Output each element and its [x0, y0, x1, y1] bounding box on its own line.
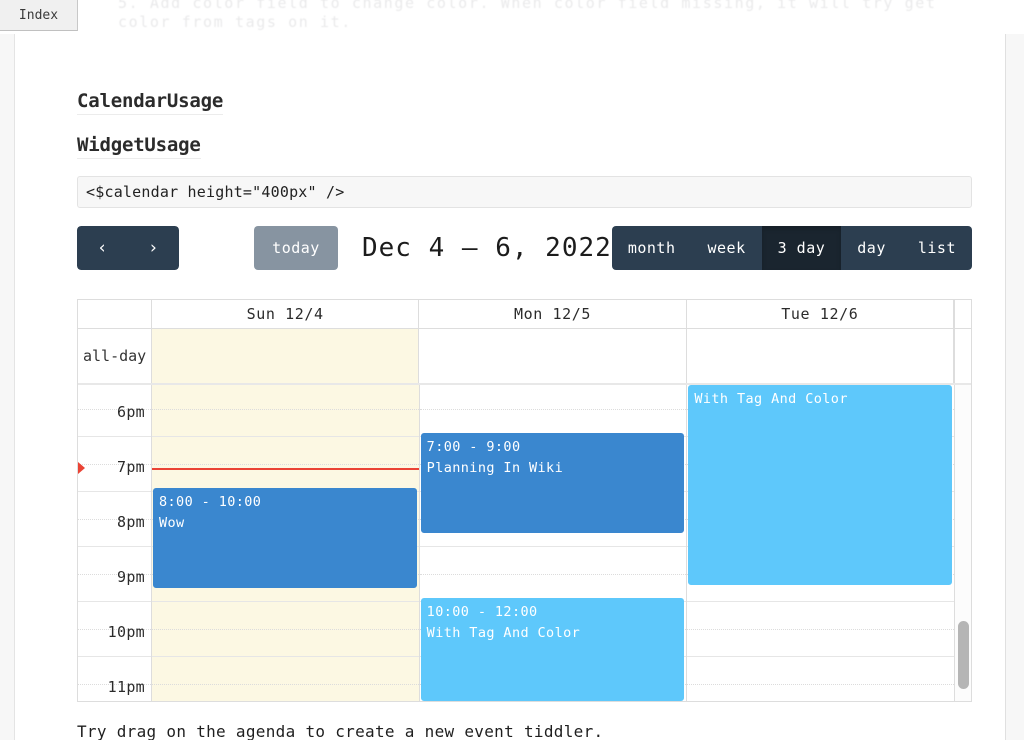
half-hour-line — [687, 628, 955, 630]
half-hour-line — [419, 573, 687, 575]
all-day-cell-0[interactable] — [152, 329, 420, 383]
hour-line — [419, 546, 687, 547]
index-tab[interactable]: Index — [0, 0, 78, 31]
nav-button-group: ‹ › — [77, 226, 179, 270]
time-axis: 6pm 7pm 8pm 9pm 10pm 11pm — [78, 385, 152, 701]
hour-line — [687, 656, 955, 657]
hour-line — [152, 656, 419, 657]
time-grid: 6pm 7pm 8pm 9pm 10pm 11pm 8:00 - 10:00 Wow 7:00… — [78, 385, 971, 701]
half-hour-line — [152, 683, 419, 685]
calendar-event[interactable]: With Tag And Color — [688, 385, 953, 585]
all-day-cell-1[interactable] — [419, 329, 687, 383]
hour-line — [687, 601, 955, 602]
calendar-range-title: Dec 4 – 6, 2022 — [362, 233, 612, 263]
all-day-scroll-pad — [953, 329, 971, 383]
faded-text-line-1: 5. Add color field to change color. When… — [118, 0, 937, 12]
axis-hour-line-1 — [78, 436, 151, 437]
event-title: With Tag And Color — [426, 625, 581, 641]
calendar-grid: Sun 12/4 Mon 12/5 Tue 12/6 all-day 6pm 7pm 8… — [77, 299, 972, 702]
hour-line — [152, 601, 419, 602]
time-label-11pm: 11pm — [107, 677, 145, 696]
prev-button[interactable]: ‹ — [77, 226, 128, 270]
now-indicator-arrow — [78, 462, 85, 474]
event-title: Planning In Wiki — [426, 460, 564, 476]
half-hour-line — [152, 408, 419, 410]
calendar-event[interactable]: 8:00 - 10:00 Wow — [153, 488, 417, 588]
event-time: 7:00 - 9:00 — [426, 439, 521, 455]
half-hour-line — [152, 628, 419, 630]
time-grid-scrollbar[interactable] — [954, 385, 971, 701]
footer-note: Try drag on the agenda to create a new e… — [77, 722, 604, 740]
day-header-0[interactable]: Sun 12/4 — [152, 300, 420, 328]
event-time: 8:00 - 10:00 — [159, 494, 262, 510]
event-time: 10:00 - 12:00 — [426, 604, 538, 620]
day-columns: 8:00 - 10:00 Wow 7:00 - 9:00 Planning In Wi… — [152, 385, 955, 701]
half-hour-line — [687, 683, 955, 685]
time-label-7pm: 7pm — [117, 457, 145, 476]
axis-hour-line-5 — [78, 656, 151, 657]
heading-calendar-usage: CalendarUsage — [77, 90, 223, 115]
time-label-9pm: 9pm — [117, 567, 145, 586]
calendar-toolbar: ‹ › today Dec 4 – 6, 2022 month week 3 day… — [77, 226, 972, 270]
day-header-2[interactable]: Tue 12/6 — [687, 300, 954, 328]
view-button-month[interactable]: month — [611, 226, 692, 270]
header-scroll-pad — [953, 300, 971, 328]
all-day-label: all-day — [78, 329, 152, 383]
day-column-2[interactable]: With Tag And Color — [687, 385, 955, 701]
code-snippet: <$calendar height="400px" /> — [77, 176, 972, 208]
day-header-1[interactable]: Mon 12/5 — [419, 300, 687, 328]
now-indicator-line — [152, 468, 419, 470]
time-label-6pm: 6pm — [117, 402, 145, 421]
view-button-3-day[interactable]: 3 day — [761, 226, 842, 270]
calendar-event[interactable]: 7:00 - 9:00 Planning In Wiki — [420, 433, 685, 533]
half-hour-line — [419, 408, 687, 410]
time-label-10pm: 10pm — [107, 622, 145, 641]
view-button-day[interactable]: day — [841, 226, 902, 270]
day-column-0[interactable]: 8:00 - 10:00 Wow — [152, 385, 420, 701]
axis-hour-line-4 — [78, 601, 151, 602]
all-day-row: all-day — [78, 329, 971, 385]
hour-line — [152, 436, 419, 437]
half-hour-line — [152, 463, 419, 465]
calendar-event[interactable]: 10:00 - 12:00 With Tag And Color — [420, 598, 685, 701]
day-column-1[interactable]: 7:00 - 9:00 Planning In Wiki 10:00 - 12:00… — [419, 385, 688, 701]
axis-hour-line-3 — [78, 546, 151, 547]
time-label-8pm: 8pm — [117, 512, 145, 531]
event-title: Wow — [159, 515, 185, 531]
view-switcher: month week 3 day day list — [611, 226, 972, 270]
axis-hour-line-2 — [78, 491, 151, 492]
faded-text-line-2: color from tags on it. — [118, 13, 352, 31]
heading-widget-usage: WidgetUsage — [77, 134, 201, 159]
event-title: With Tag And Color — [694, 391, 848, 407]
calendar-day-header-row: Sun 12/4 Mon 12/5 Tue 12/6 — [78, 300, 971, 329]
scrollbar-thumb[interactable] — [958, 621, 969, 689]
header-axis-corner — [78, 300, 152, 328]
all-day-cell-2[interactable] — [686, 329, 954, 383]
view-button-list[interactable]: list — [901, 226, 972, 270]
view-button-week[interactable]: week — [691, 226, 762, 270]
tiddler-page: CalendarUsage WidgetUsage <$calendar hei… — [14, 34, 1006, 740]
next-button[interactable]: › — [128, 226, 179, 270]
scrolled-away-text: 5. Add color field to change color. When… — [0, 0, 1024, 34]
today-button[interactable]: today — [254, 226, 338, 270]
